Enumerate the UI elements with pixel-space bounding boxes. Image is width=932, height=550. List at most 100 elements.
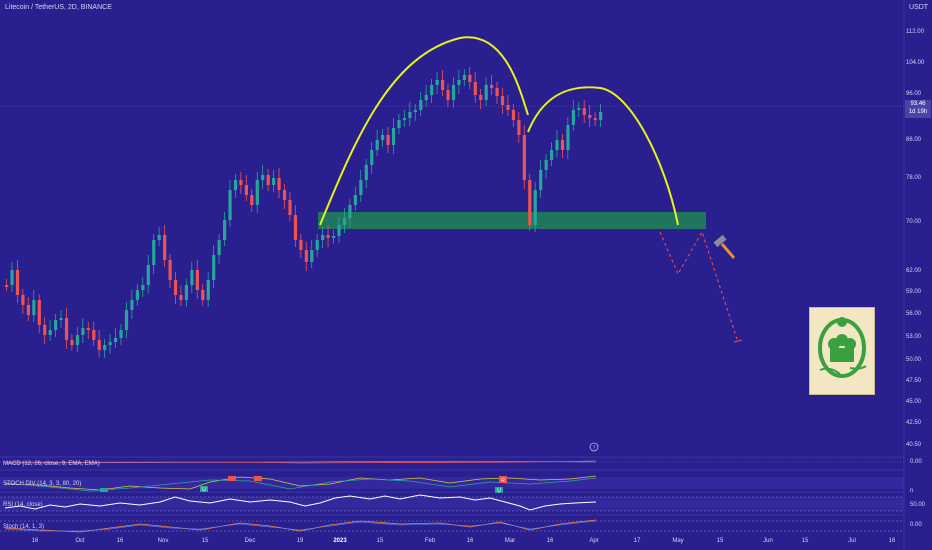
candle-body [228,190,232,220]
price-tick: 62.00 [906,268,922,274]
candle-body [375,140,379,150]
currency-label: USDT [909,4,929,11]
candle-body [217,240,221,255]
candle-body [255,180,259,205]
candle-body [457,80,461,85]
candle-body [348,205,352,218]
time-tick: Jun [763,538,773,544]
candlestick-series [5,67,603,358]
candle-body [468,75,472,82]
rsi-pane [0,494,904,512]
candle-body [359,180,363,195]
stoch-div-title[interactable]: STOCH DIV (14, 3, 3, 80, 20) [3,481,82,487]
macd-title[interactable]: MACD (12, 26, close, 9, EMA, EMA) [3,461,100,467]
candle-body [114,338,118,342]
candle-body [239,180,243,185]
support-zone [318,212,706,229]
stoch-axis-label: 0.00 [910,522,922,528]
stoch-pane [0,519,904,533]
candle-body [364,165,368,180]
candle-body [64,318,69,340]
time-tick: 16 [888,538,896,544]
current-price-countdown: 1d 19h [908,109,928,115]
candle-body [141,285,145,290]
projection-tail [733,339,743,343]
price-tick: 53.00 [906,334,922,340]
candle-body [402,118,407,120]
time-tick: Mar [504,538,516,544]
rsi-axis-label: 50.00 [910,502,926,508]
candle-body [179,295,183,300]
price-tick: 59.00 [906,289,922,295]
candle-body [108,342,112,345]
symbol-title[interactable]: Litecoin / TetherUS, 2D, BINANCE [5,4,112,11]
hammer-icon [713,234,736,259]
candle-body [92,330,96,340]
stoch-div-pane: U U R [0,475,904,494]
candle-body [97,340,101,350]
candle-body [86,328,90,330]
time-tick: 15 [801,538,809,544]
price-tick: 42.50 [906,420,922,426]
time-tick: Oct [75,538,85,544]
candle-body [397,120,401,128]
candle-body [201,290,205,300]
candle-body [539,170,543,190]
pattern-arc-left [319,36,529,226]
price-tick: 56.00 [906,311,922,317]
candle-body [130,300,134,310]
candle-body [342,218,347,225]
candle-body [533,190,537,225]
candle-body [59,318,63,320]
candle-body [435,80,439,85]
macd-axis-label: 0.00 [910,459,922,465]
candle-body [163,235,167,260]
marker-u: U [497,488,501,494]
candle-body [310,250,314,262]
candle-body [522,135,526,180]
candle-body [135,290,139,300]
candle-body [370,150,374,165]
candle-body [146,265,150,285]
time-tick: 17 [633,538,641,544]
candle-body [233,180,238,190]
time-tick: 16 [31,538,39,544]
candle-body [266,175,270,185]
candle-body [223,220,227,240]
candle-body [506,105,510,110]
rsi-title[interactable]: RSI (14, close) [3,502,43,508]
candle-body [157,235,161,240]
time-tick: 15 [716,538,724,544]
price-tick: 112.00 [906,29,924,35]
candle-body [555,140,559,150]
candle-body [10,270,14,285]
candle-body [54,320,58,330]
time-tick: 15 [201,538,209,544]
candle-body [451,85,456,100]
candle-body [250,195,254,205]
stoch-title[interactable]: Stoch (14, 1, 3) [3,524,45,530]
time-tick-year: 2023 [333,538,347,544]
candle-body [244,185,248,195]
time-tick: 16 [466,538,474,544]
candle-body [293,215,298,240]
projection-path [659,230,739,343]
candle-body [413,110,417,112]
pattern-arc-right [527,86,679,226]
time-tick: Feb [424,538,436,544]
candle-body [424,95,428,100]
price-tick: 50.00 [906,357,922,363]
candle-body [577,108,581,110]
marker-u: U [202,487,206,493]
candle-body [462,75,466,80]
candle-body [21,295,25,305]
time-tick: 15 [376,538,384,544]
candle-body [152,240,156,265]
candle-body [441,80,445,90]
price-tick: 86.00 [906,137,922,143]
price-tick: 45.00 [906,399,922,405]
candle-body [124,310,129,330]
price-tick: 47.50 [906,378,922,384]
candle-body [277,178,281,190]
